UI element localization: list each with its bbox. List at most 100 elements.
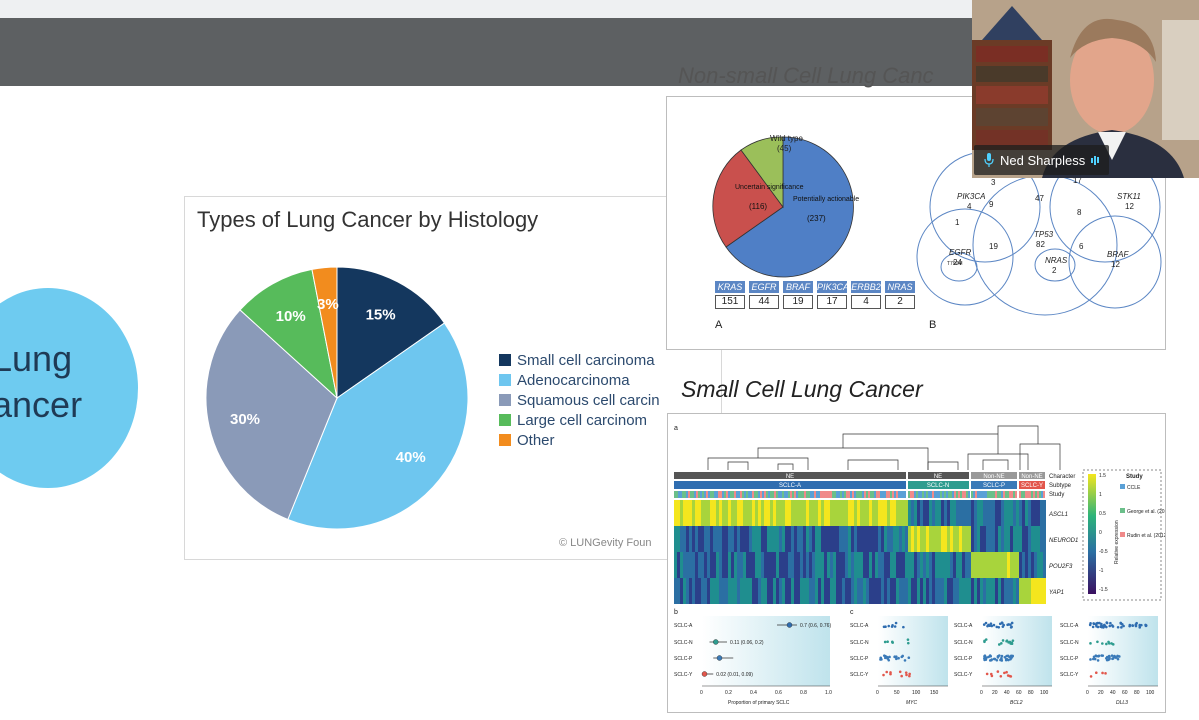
heatmap-cell: [1016, 500, 1019, 526]
bar-nonne-2: [1019, 472, 1045, 479]
uncertain-slice: [712, 149, 784, 248]
study-cell: [950, 491, 952, 498]
panel-c-point: [1118, 655, 1121, 658]
study-cell: [922, 491, 924, 498]
legend-swatch: [499, 374, 511, 386]
study-cell: [1015, 491, 1017, 498]
panel-c-point: [997, 625, 1001, 629]
study-cell: [858, 491, 860, 498]
heatmap-cell: [710, 500, 713, 526]
study-cell: [840, 491, 842, 498]
study-cell: [934, 491, 936, 498]
heatmap-cell: [680, 578, 683, 604]
panel-b-point: [701, 671, 708, 677]
heatmap-cell: [866, 552, 869, 578]
study-cell: [898, 491, 900, 498]
heatmap-cell: [986, 552, 989, 578]
bar-sclc-n-label: SCLC-N: [927, 483, 949, 489]
study-legend: CCLE George et al. (2015) Rudin et al. (20…: [1120, 484, 1165, 539]
study-cell: [830, 491, 832, 498]
heatmap-cell: [767, 500, 770, 526]
study-cell: [828, 491, 830, 498]
heatmap-cell: [887, 578, 890, 604]
heatmap-cell: [776, 552, 779, 578]
heatmap-cell: [965, 552, 968, 578]
study-cell: [816, 491, 818, 498]
venn-count-3: 3: [991, 178, 996, 187]
study-cell: [738, 491, 740, 498]
heatmap-cell: [1031, 552, 1034, 578]
heatmap-cell: [938, 552, 941, 578]
study-cell: [752, 491, 754, 498]
heatmap-cell: [971, 552, 974, 578]
study-cell: [702, 491, 704, 498]
sclc-graphic: a NE NE Non-NE Non-NE SCLC-A SCLC-N: [674, 425, 1165, 706]
pie-slice-label: 30%: [230, 411, 260, 428]
heatmap-cell: [890, 578, 893, 604]
panel-c-tick: 20: [1098, 690, 1104, 696]
heatmap-cell: [845, 578, 848, 604]
study-cell: [742, 491, 744, 498]
panel-c-point: [990, 674, 994, 678]
heatmap-cell: [974, 578, 977, 604]
panel-c-point: [1097, 654, 1100, 658]
study-cell: [866, 491, 868, 498]
heatmap-cell: [962, 526, 965, 552]
study-cell: [678, 491, 680, 498]
heatmap-cell: [971, 526, 974, 552]
heatmap-cell: [704, 552, 707, 578]
microphone-icon[interactable]: [984, 153, 994, 167]
panel-c-point: [984, 638, 988, 641]
legend-item: Large cell carcinom: [499, 410, 660, 430]
panel-c-point: [906, 638, 910, 641]
panel-b-row-label: SCLC-Y: [674, 672, 693, 678]
panel-b-value: 0.02 (0.01, 0.09): [716, 672, 753, 678]
study-cell: [692, 491, 694, 498]
heatmap-cell: [851, 578, 854, 604]
heatmap-cell: [692, 578, 695, 604]
heatmap-cell: [710, 552, 713, 578]
heatmap-cell: [860, 552, 863, 578]
heatmap-cell: [842, 578, 845, 604]
study-cell: [952, 491, 954, 498]
heatmap-cell: [1028, 552, 1031, 578]
heatmap-cell: [692, 526, 695, 552]
heatmap-cell: [764, 578, 767, 604]
heatmap-cell: [881, 500, 884, 526]
panel-c-plot: [982, 616, 1052, 686]
panel-c-point: [1011, 654, 1015, 658]
heatmap-cell: [797, 578, 800, 604]
heatmap-cell: [734, 526, 737, 552]
row-study: Study: [1049, 492, 1064, 498]
heatmap-cell: [899, 578, 902, 604]
heatmap-cell: [707, 526, 710, 552]
panel-c-point: [1103, 624, 1107, 628]
study-cell: [788, 491, 790, 498]
study-cell: [704, 491, 706, 498]
study-cell: [722, 491, 724, 498]
nsclc-heading: Non-small Cell Lung Canc: [678, 63, 934, 88]
study-cell: [732, 491, 734, 498]
heatmap-cell: [812, 552, 815, 578]
bar-sclc-a-label: SCLC-A: [779, 483, 801, 489]
study-cell: [932, 491, 934, 498]
venn-nras: [1034, 248, 1076, 282]
heatmap-cell: [947, 500, 950, 526]
heatmap-cell: [680, 552, 683, 578]
heatmap-cell: [839, 552, 842, 578]
gene-name: EGFR: [749, 281, 779, 293]
panel-c-point: [1114, 656, 1118, 659]
heatmap-cell: [881, 578, 884, 604]
heatmap-cell: [896, 552, 899, 578]
legend-swatch: [499, 354, 511, 366]
panel-c-point: [1128, 623, 1132, 627]
pie-slice-label: 10%: [276, 308, 306, 325]
heatmap-cell: [959, 526, 962, 552]
heatmap-cell: [977, 578, 980, 604]
heatmap-cell: [695, 500, 698, 526]
study-cell: [948, 491, 950, 498]
pie-slice: [336, 266, 446, 399]
heatmap-cell: [740, 526, 743, 552]
actionable-label: Potentially actionable: [793, 196, 859, 203]
panel-c-point: [1000, 654, 1004, 658]
